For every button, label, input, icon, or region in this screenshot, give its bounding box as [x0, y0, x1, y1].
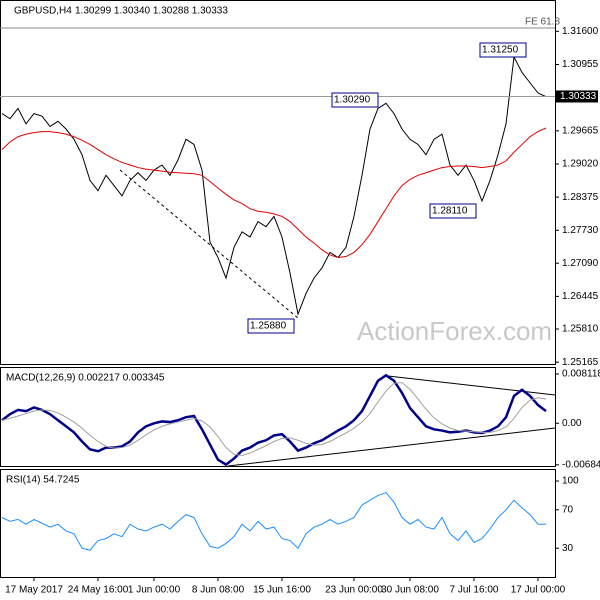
macd-panel	[0, 367, 556, 467]
y-tick-label: 1.29020	[562, 159, 599, 170]
annotation: 1.31250	[482, 45, 519, 56]
x-tick-label: 23 Jun 00:00	[325, 585, 383, 596]
x-tick-label: 17 Jul 00:00	[511, 585, 566, 596]
y-tick-label: 1.27090	[562, 258, 599, 269]
annotation-box	[247, 318, 295, 334]
series-line	[1, 382, 547, 456]
panel-title: RSI(14) 54.7245	[6, 475, 80, 486]
subtitle: 1.30299 1.30340 1.30288 1.30333	[75, 6, 228, 17]
x-tick-label: 15 Jun 16:00	[253, 585, 311, 596]
panel-title: MACD(12,26,9) 0.002217 0.003345	[6, 373, 165, 384]
y-tick-label: 1.28375	[562, 192, 599, 203]
annotation-box	[331, 92, 379, 108]
y-tick-label: 1.25810	[562, 324, 599, 335]
series-line	[1, 127, 547, 259]
projection-line	[119, 169, 299, 319]
annotation: 1.30290	[334, 95, 371, 106]
y-tick-label: 1.31600	[562, 26, 599, 37]
panel-title: GBPUSD,H4	[14, 6, 72, 17]
y-tick-label: -0.006844	[562, 459, 600, 470]
y-tick-label: 1.29665	[562, 125, 599, 136]
y-tick-label: 0.00	[562, 418, 582, 429]
rsi-panel	[0, 469, 556, 578]
watermark: ActionForex.com	[357, 316, 552, 346]
x-tick-label: 7 Jul 16:00	[450, 585, 499, 596]
annotation: 1.28110	[432, 206, 468, 217]
y-tick-label: 100	[562, 476, 579, 487]
y-tick-label: 1.30955	[562, 59, 599, 70]
annotation-box	[429, 203, 477, 219]
y-tick-label: 70	[562, 504, 574, 515]
y-tick-label: 30	[562, 543, 574, 554]
y-tick-label: 1.27730	[562, 225, 599, 236]
series-line	[1, 491, 546, 551]
x-tick-label: 24 May 16:00	[68, 585, 129, 596]
last-price-label: 1.30333	[560, 91, 597, 102]
annotation-box	[479, 42, 527, 58]
x-tick-label: 8 Jun 08:00	[192, 585, 245, 596]
last-price-tag	[556, 90, 598, 103]
annotation: 1.25880	[250, 321, 287, 332]
y-tick-label: 1.25165	[562, 357, 599, 368]
y-tick-label: 0.008118	[562, 369, 600, 380]
x-tick-label: 17 May 2017	[5, 585, 63, 596]
macd-trend-lower	[227, 427, 556, 467]
x-tick-label: 1 Jun 00:00	[128, 585, 181, 596]
series-line	[1, 373, 547, 467]
price-panel	[0, 0, 556, 365]
x-tick-label: 30 Jun 08:00	[381, 585, 439, 596]
macd-trend-upper	[387, 375, 556, 396]
series-line	[1, 55, 547, 316]
annotation: FE 61.8	[525, 17, 560, 28]
y-tick-label: 1.26445	[562, 291, 599, 302]
